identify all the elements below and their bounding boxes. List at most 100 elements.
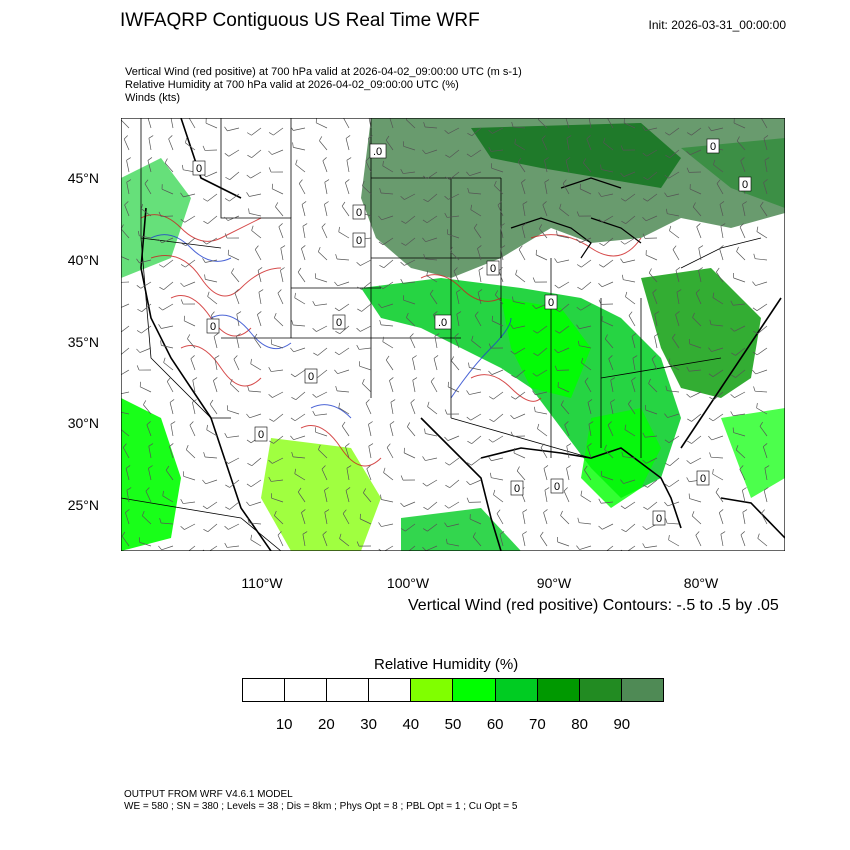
wind-barb-flag [297,267,302,273]
wind-barb [144,183,152,195]
wind-barb [386,447,394,459]
wind-barb [647,171,658,180]
wind-barb-flag [730,394,735,398]
wind-barb [711,435,724,441]
wind-barb [515,391,526,400]
wind-barb [295,391,306,400]
wind-barb [515,274,526,283]
wind-barb [410,402,416,415]
wind-barb-flag [608,355,613,360]
wind-barb-flag [752,369,756,375]
wind-barb-flag [610,377,616,381]
wind-barb-flag [164,158,168,164]
wind-barb-flag [584,377,589,382]
wind-barb-flag [668,535,670,541]
wind-barb-flag [488,456,492,461]
wind-barb-flag [516,466,520,472]
wind-barb-flag [427,401,430,407]
wind-barb [514,143,526,151]
wind-barb [557,235,570,239]
wind-barb-flag [158,211,162,217]
wind-barb-flag [291,397,296,401]
wind-barb-flag [675,311,680,315]
wind-barb [627,545,636,551]
wind-barb [324,512,328,525]
wind-barb [206,501,218,510]
wind-barb [652,292,658,305]
wind-barb-flag [269,440,274,444]
wind-barb-flag [708,126,712,131]
wind-barb [448,501,460,509]
wind-barb-flag [687,440,692,444]
wind-barb-flag [268,459,273,464]
colorbar-box [453,679,496,701]
wind-barb [365,160,372,173]
wind-barb-flag [566,135,572,139]
wind-barb-flag [334,369,338,374]
wind-barb-flag [180,282,185,287]
wind-barb [491,149,504,152]
wind-barb-flag [537,423,540,429]
wind-barb [317,369,328,378]
legend-title: Relative Humidity (%) [374,656,519,673]
lat-label-30: 30°N [67,415,99,431]
wind-barb [471,127,482,136]
wind-barb-flag [739,223,744,228]
wind-barb [559,303,570,312]
wind-barb [623,279,636,283]
wind-barb-flag [708,435,712,441]
contour-label: 0 [706,138,720,154]
wind-barb-flag [576,211,580,217]
wind-barb [227,215,240,221]
wind-barb-flag [577,517,580,523]
wind-barb [449,149,460,158]
wind-barb [667,213,680,217]
wind-barb-flag [181,242,186,246]
wind-barb [121,119,130,129]
wind-barb-flag [522,509,528,513]
wind-barb [625,523,636,532]
wind-barb-flag [147,157,153,161]
wind-barb-flag [148,465,153,469]
wind-barb-flag [357,308,362,312]
wind-barb [231,272,240,283]
wind-barb [249,213,262,217]
wind-barb-flag [510,350,515,355]
wind-barb-flag [559,203,562,209]
wind-barb [405,215,416,224]
wind-barb-flag [708,347,712,352]
wind-barb [403,171,416,174]
wind-barb-flag [716,179,721,184]
wind-barb-flag [715,487,720,493]
wind-barb [346,468,350,481]
wind-barb [540,535,548,547]
wind-barb-flag [620,172,625,177]
wind-barb-flag [555,308,560,312]
wind-barb [322,160,328,173]
wind-barb [383,259,394,268]
wind-barb-flag [651,355,656,360]
wind-barb-flag [648,378,651,384]
wind-barb [213,336,218,349]
wind-barb-flag [624,424,627,430]
wind-barb-flag [652,289,657,294]
wind-barb-flag [378,215,382,221]
wind-barb-flag [625,291,628,297]
wind-barb [321,226,328,239]
wind-barb [579,345,592,349]
wind-barb [161,522,174,525]
wind-barb [695,292,702,305]
wind-barb [250,539,262,547]
wind-barb [168,138,174,151]
wind-barb [562,183,570,195]
wind-barb [470,149,482,158]
wind-barb [249,413,262,419]
contour-note: Vertical Wind (red positive) Contours: -… [408,597,779,614]
colorbar-box [579,679,622,701]
wind-barb-flag [181,164,184,170]
wind-barb-flag [472,532,476,538]
wind-barb-flag [224,126,228,132]
wind-barb-flag [202,505,208,510]
wind-barb-flag [341,201,346,207]
wind-barb [207,523,218,532]
